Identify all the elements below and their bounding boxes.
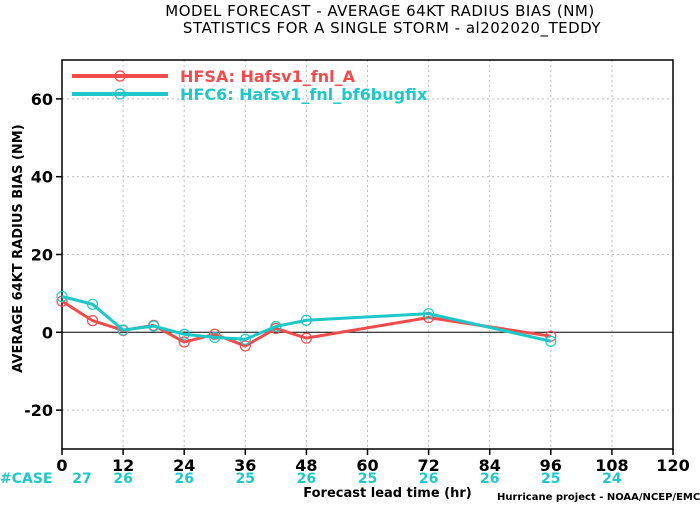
y-tick-label: 20 [31, 246, 53, 265]
case-label: #CASE [0, 471, 53, 487]
data-point [545, 335, 557, 347]
x-tick-label: 36 [234, 456, 256, 475]
data-point [56, 295, 68, 307]
y-tick-label: 60 [31, 90, 53, 109]
series-line [61, 299, 552, 348]
data-point [239, 333, 251, 345]
data-point [117, 324, 129, 336]
data-point [270, 320, 282, 333]
legend-label: HFC6: Hafsv1_fnl_bf6bugfix [180, 85, 428, 104]
legend-marker [114, 88, 126, 100]
data-point [86, 298, 99, 310]
data-point [239, 340, 251, 352]
x-tick-label: 48 [295, 456, 317, 475]
series-line [61, 295, 552, 343]
data-point [56, 290, 68, 303]
x-tick-label: 60 [356, 456, 378, 475]
y-tick-label: -20 [24, 401, 53, 420]
case-count: 26 [480, 471, 499, 487]
x-axis-label: Forecast lead time (hr) [303, 486, 471, 501]
y-tick-label: 40 [31, 168, 53, 187]
data-point [423, 308, 435, 320]
case-count: 24 [602, 471, 622, 487]
x-tick-label: 120 [656, 456, 689, 475]
data-point [148, 320, 160, 332]
legend-label: HFSA: Hafsv1_fnl_A [180, 67, 356, 86]
credit-text: Hurricane project - NOAA/NCEP/EMC [497, 492, 700, 503]
case-count: 25 [236, 471, 255, 487]
x-tick-label: 72 [417, 456, 439, 475]
data-point [178, 336, 190, 348]
case-count: 27 [72, 471, 91, 487]
case-count: 26 [113, 471, 132, 487]
y-axis-label: AVERAGE 64KT RADIUS BIAS (NM) [11, 124, 26, 372]
x-tick-label: 12 [112, 456, 134, 475]
data-point [209, 331, 221, 343]
data-point [209, 328, 221, 340]
legend-marker [114, 70, 126, 82]
case-count: 26 [297, 471, 316, 487]
data-point [300, 314, 312, 326]
data-point [86, 315, 99, 327]
chart-subtitle: STATISTICS FOR A SINGLE STORM - al202020… [182, 19, 602, 37]
case-count: 25 [541, 471, 560, 487]
chart-title: MODEL FORECAST - AVERAGE 64KT RADIUS BIA… [165, 2, 595, 20]
x-tick-label: 108 [595, 456, 628, 475]
x-tick-label: 84 [479, 456, 501, 475]
case-count: 25 [358, 471, 377, 487]
case-count: 26 [419, 471, 438, 487]
case-count: 26 [174, 471, 193, 487]
x-tick-label: 96 [540, 456, 562, 475]
x-tick-label: 24 [173, 456, 195, 475]
data-point [300, 332, 312, 344]
data-point [178, 328, 190, 340]
y-tick-label: 0 [42, 323, 53, 342]
x-tick-label: 0 [56, 456, 67, 475]
